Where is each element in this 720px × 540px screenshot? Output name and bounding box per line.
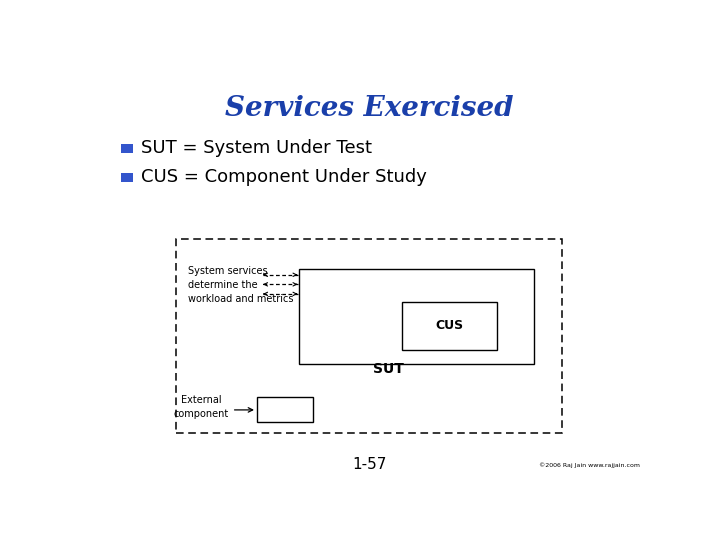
Text: Services Exercised: Services Exercised — [225, 95, 513, 122]
Text: System services
determine the
workload and metrics: System services determine the workload a… — [188, 266, 293, 304]
Text: CUS = Component Under Study: CUS = Component Under Study — [141, 168, 427, 186]
Text: CUS: CUS — [436, 319, 464, 332]
Text: SUT = System Under Test: SUT = System Under Test — [141, 139, 372, 157]
Text: SUT: SUT — [373, 362, 404, 376]
Text: 1-57: 1-57 — [352, 457, 386, 472]
Text: External
component: External component — [174, 395, 229, 418]
Text: ©2006 Raj Jain www.rajjain.com: ©2006 Raj Jain www.rajjain.com — [539, 462, 639, 468]
Bar — [121, 173, 133, 182]
Bar — [402, 302, 498, 349]
Bar — [176, 239, 562, 433]
Bar — [258, 397, 313, 422]
Bar — [300, 268, 534, 364]
Bar — [121, 144, 133, 153]
